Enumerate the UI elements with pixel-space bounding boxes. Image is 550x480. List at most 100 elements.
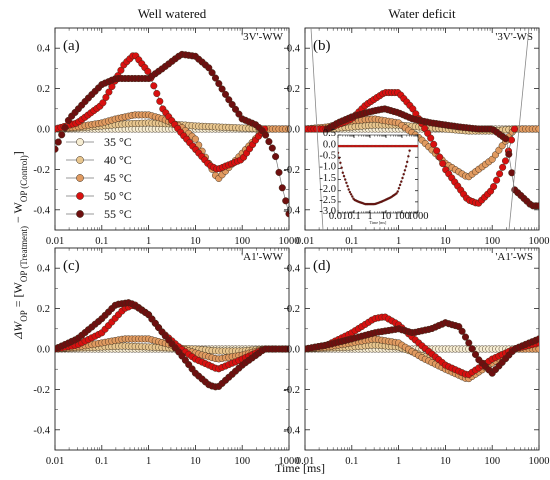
y-tick-label: -0.4	[33, 205, 50, 216]
series-55-c	[338, 149, 411, 206]
data-point	[346, 184, 349, 188]
panel-a: 0.01 0.1 1 10 100 1000 -0.4 -0.2 0.0 0.2 0.4 (a) '3V…	[33, 27, 300, 247]
data-point	[407, 155, 410, 158]
data-point	[351, 195, 354, 198]
y-tick-label: 0.0	[323, 139, 336, 150]
y-tick-label: -0.4	[283, 205, 300, 216]
panel-b: 0.01 0.1 1 10 100 1000-0.4-0.20.00.20.4 (b)'3V…	[283, 27, 550, 247]
plot-area	[305, 313, 539, 383]
data-point	[436, 153, 444, 161]
y-tick-label: 0.2	[37, 304, 50, 315]
y-tick-label: -0.4	[283, 425, 300, 436]
data-point	[231, 105, 240, 113]
data-point	[275, 168, 283, 176]
data-point	[102, 93, 110, 101]
x-tick-label: 0.1	[345, 456, 358, 467]
x-tick-label: 0.1	[95, 456, 108, 467]
x-axis-title: Time [ms]	[275, 461, 325, 475]
data-point	[235, 110, 243, 118]
data-point	[406, 160, 409, 164]
data-point	[225, 96, 233, 104]
data-point	[211, 74, 220, 82]
data-point	[285, 345, 289, 353]
data-point	[272, 153, 280, 161]
data-point	[55, 145, 59, 153]
panel-c: 0.01 0.1 1 10 100 1000 -0.4 -0.2 0.0 0.2 0.4 (c) 'A1…	[33, 247, 300, 467]
data-point	[285, 125, 289, 133]
data-point	[501, 157, 510, 165]
series-55-c	[305, 319, 539, 377]
series-line	[55, 53, 289, 214]
data-point	[496, 170, 504, 178]
data-point	[349, 193, 353, 196]
data-point	[339, 161, 342, 164]
data-point	[401, 176, 404, 180]
data-point	[408, 149, 411, 152]
data-point	[144, 67, 152, 75]
y-tick-label: 0.4	[287, 44, 301, 55]
series-55-c	[55, 299, 289, 391]
legend-label: 35 °C	[104, 135, 132, 149]
data-point	[468, 345, 476, 353]
data-point	[338, 151, 340, 154]
data-point	[535, 335, 539, 343]
x-tick-label: 0.1	[345, 236, 358, 247]
y-tick-label: 0.5	[323, 128, 336, 139]
legend-label: 40 °C	[104, 153, 132, 167]
data-point	[471, 350, 480, 359]
data-point	[458, 327, 466, 335]
data-point	[345, 181, 348, 184]
y-axis-title-prefix-sub: OP	[19, 310, 29, 322]
y-axis-title-prefix: ΔW	[11, 321, 25, 340]
legend-label: 50 °C	[104, 189, 132, 203]
legend-entry: 40 °C	[66, 153, 132, 167]
x-tick-label: 1000	[279, 456, 300, 467]
data-point	[55, 138, 62, 146]
y-tick-label: 0.4	[37, 44, 51, 55]
panels-group: 0.01 0.1 1 10 100 1000-0.4-0.20.00.20.4 (a)'3V…	[33, 27, 550, 467]
x-tick-label: 1000	[279, 236, 300, 247]
y-tick-label: -0.4	[33, 425, 50, 436]
y-axis-title: ΔWOP = [WOP (Treatment) − WOP (Control)]	[11, 151, 29, 340]
legend-entry: 35 °C	[66, 135, 132, 149]
data-point	[117, 66, 125, 74]
y-tick-label: -1.0	[319, 162, 336, 173]
data-point	[105, 88, 113, 96]
data-point	[396, 190, 399, 193]
data-point	[465, 339, 473, 347]
y-tick-label: -3.0	[319, 206, 336, 217]
data-point	[61, 124, 69, 132]
data-point	[493, 176, 501, 184]
legend-marker	[76, 174, 84, 182]
data-point	[535, 125, 539, 133]
data-point	[218, 85, 226, 93]
y-axis-title-minus: − W	[11, 201, 25, 226]
y-tick-label: 0.4	[287, 264, 301, 275]
panel-genotype-label: '3V'-WS	[495, 31, 533, 43]
data-point	[282, 197, 289, 205]
y-tick-label: -0.2	[33, 165, 50, 176]
x-tick-label: 1	[146, 236, 151, 247]
data-point	[205, 64, 213, 72]
data-point	[191, 135, 199, 143]
data-point	[400, 180, 403, 183]
data-point	[402, 172, 405, 176]
y-tick-label: 0.0	[287, 345, 300, 356]
data-point	[344, 178, 347, 181]
data-point	[262, 131, 270, 139]
legend-marker	[76, 210, 84, 218]
y-tick-label: 0.4	[37, 264, 51, 275]
panel-letter: (c)	[63, 258, 80, 274]
y-tick-label: -0.2	[33, 385, 50, 396]
y-tick-label: 0.2	[287, 304, 300, 315]
x-tick-label: 100	[484, 456, 500, 467]
data-point	[156, 97, 164, 105]
data-point	[499, 163, 507, 171]
data-point	[535, 345, 539, 353]
panel-letter: (b)	[313, 38, 331, 54]
plot-area	[55, 50, 289, 218]
panel-letter: (a)	[63, 38, 80, 54]
legend-entry: 50 °C	[66, 189, 132, 203]
column-title-water-deficit: Water deficit	[388, 6, 456, 21]
data-point	[228, 100, 236, 109]
